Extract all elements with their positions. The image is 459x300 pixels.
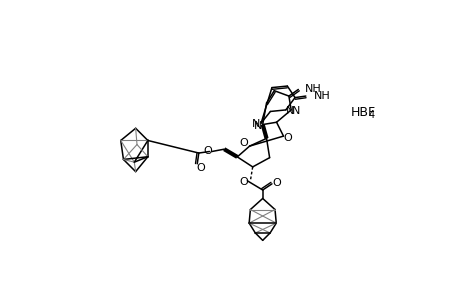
Text: O: O	[283, 134, 292, 143]
Text: N: N	[252, 119, 260, 129]
Text: O: O	[239, 138, 248, 148]
Text: NH: NH	[304, 84, 320, 94]
Text: 4: 4	[368, 110, 374, 120]
Text: O: O	[272, 178, 280, 188]
Text: N: N	[285, 106, 294, 116]
Text: NH: NH	[313, 91, 330, 101]
Text: O: O	[196, 164, 205, 173]
Text: N: N	[291, 106, 299, 116]
Text: HBF: HBF	[351, 106, 375, 119]
Text: O: O	[239, 176, 248, 187]
Text: N: N	[253, 121, 262, 131]
Text: O: O	[202, 146, 211, 156]
